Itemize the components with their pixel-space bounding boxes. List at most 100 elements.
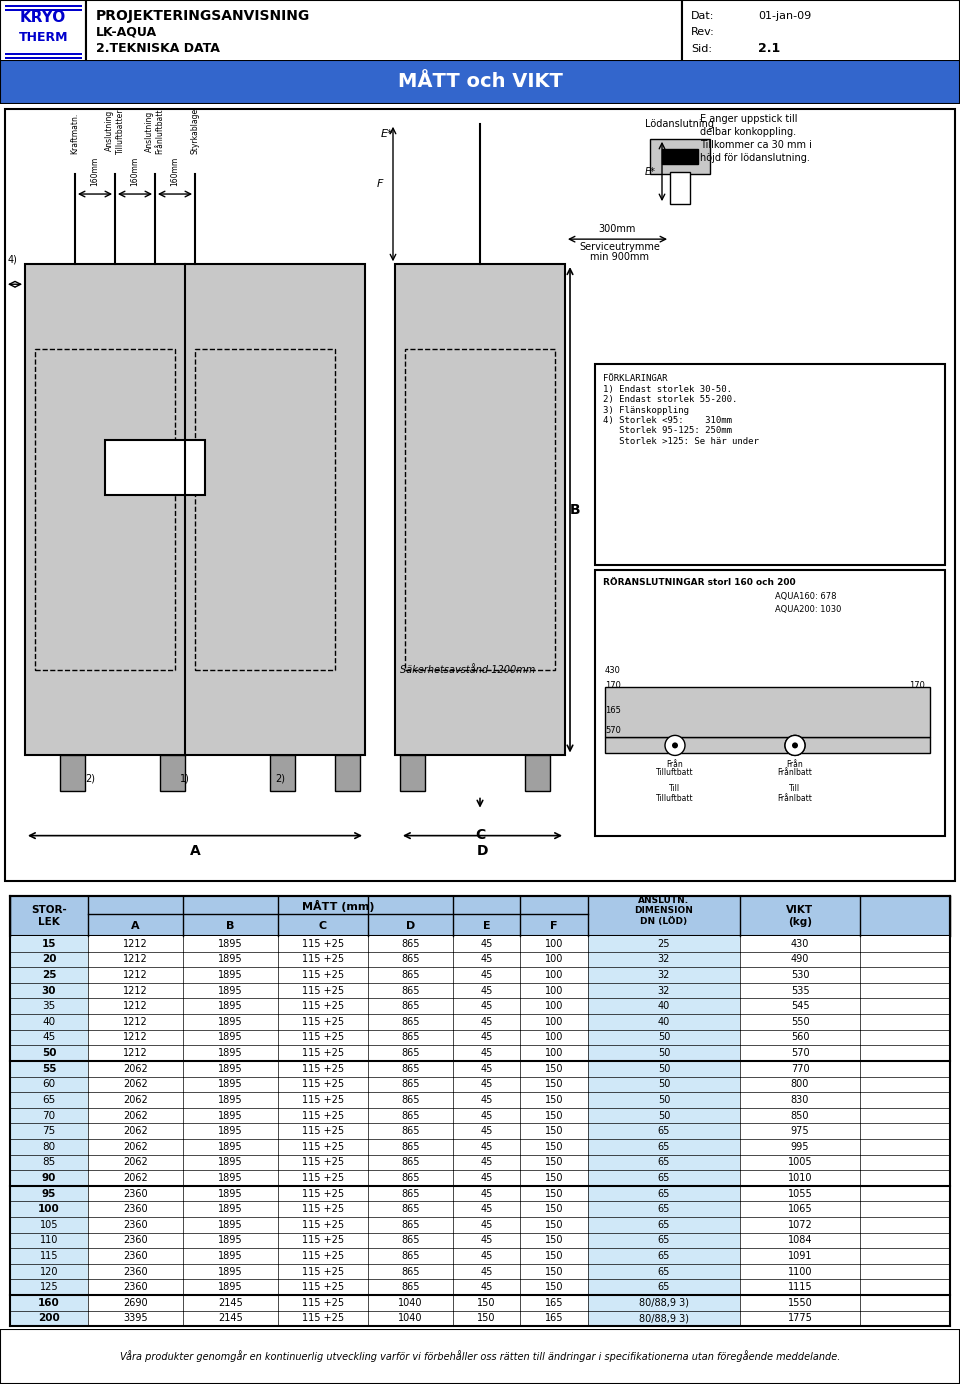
Text: 75: 75 [42, 1127, 56, 1136]
Text: B: B [227, 920, 234, 931]
Text: Anslutning
Frånluftbatt: Anslutning Frånluftbatt [145, 108, 165, 154]
Bar [10, 1295, 950, 1311]
Text: 165: 165 [605, 706, 621, 716]
Text: 865: 865 [401, 1080, 420, 1089]
Text: 65: 65 [658, 1189, 670, 1199]
Text: VIKT
(kg): VIKT (kg) [786, 905, 813, 927]
Bar [10, 1107, 950, 1124]
Bar [10, 1217, 88, 1233]
Text: 45: 45 [480, 1251, 492, 1261]
Text: 115 +25: 115 +25 [302, 1110, 344, 1121]
Text: 1212: 1212 [123, 1048, 148, 1059]
Text: 1895: 1895 [218, 1127, 243, 1136]
Text: 150: 150 [544, 1236, 564, 1246]
Bar [400, 756, 425, 790]
Text: 865: 865 [401, 938, 420, 949]
Bar [10, 1279, 88, 1295]
Text: 45: 45 [480, 1080, 492, 1089]
Bar [5, 53, 82, 55]
Bar [10, 1154, 88, 1169]
Text: C: C [319, 920, 327, 931]
Text: F: F [550, 920, 558, 931]
Text: 40: 40 [658, 1017, 670, 1027]
Text: 45: 45 [480, 1219, 492, 1230]
Bar [10, 1233, 950, 1248]
Text: Tilluftbatt: Tilluftbatt [657, 793, 694, 803]
Text: 45: 45 [480, 1001, 492, 1012]
Bar [10, 1186, 88, 1201]
Text: 115 +25: 115 +25 [302, 1298, 344, 1308]
Text: 2): 2) [275, 774, 285, 783]
Bar [10, 1311, 88, 1326]
Bar [10, 895, 950, 936]
Text: 115 +25: 115 +25 [302, 1032, 344, 1042]
Text: 90: 90 [42, 1172, 57, 1183]
Text: 32: 32 [658, 955, 670, 965]
Text: 865: 865 [401, 1127, 420, 1136]
Bar [588, 1233, 740, 1248]
Bar [525, 756, 550, 790]
Text: 1895: 1895 [218, 1204, 243, 1214]
Text: höjd för lödanslutning.: höjd för lödanslutning. [700, 152, 810, 163]
Bar [588, 1154, 740, 1169]
Bar [588, 936, 740, 952]
Bar [10, 1124, 88, 1139]
Bar [650, 138, 710, 174]
Bar [195, 349, 335, 670]
Text: 865: 865 [401, 970, 420, 980]
Bar [10, 1186, 950, 1201]
Text: 2): 2) [85, 774, 95, 783]
Text: 1040: 1040 [398, 1298, 422, 1308]
Bar [10, 936, 950, 952]
Text: 4): 4) [8, 255, 18, 264]
Text: Från: Från [666, 760, 684, 770]
Text: 865: 865 [401, 985, 420, 995]
Text: 2062: 2062 [123, 1095, 148, 1104]
Text: Till: Till [789, 783, 801, 793]
Text: 865: 865 [401, 1032, 420, 1042]
Text: 165: 165 [544, 1313, 564, 1323]
Text: 1895: 1895 [218, 1064, 243, 1074]
Text: 70: 70 [42, 1110, 56, 1121]
Text: 45: 45 [480, 1110, 492, 1121]
Text: 110: 110 [39, 1236, 59, 1246]
Text: 2062: 2062 [123, 1172, 148, 1183]
Bar [5, 8, 82, 11]
Bar [588, 983, 740, 998]
Text: 1091: 1091 [788, 1251, 812, 1261]
Text: 570: 570 [791, 1048, 809, 1059]
Text: 550: 550 [791, 1017, 809, 1027]
Bar [588, 952, 740, 967]
Text: Till: Till [669, 783, 681, 793]
Text: E: E [483, 920, 491, 931]
Bar [588, 1124, 740, 1139]
Text: 45: 45 [480, 970, 492, 980]
Bar [10, 1311, 950, 1326]
Text: 45: 45 [480, 1172, 492, 1183]
Text: 65: 65 [658, 1282, 670, 1293]
Text: 32: 32 [658, 970, 670, 980]
Text: 95: 95 [42, 1189, 57, 1199]
Text: 535: 535 [791, 985, 809, 995]
Text: 32: 32 [658, 985, 670, 995]
Text: 60: 60 [42, 1080, 56, 1089]
Text: 2062: 2062 [123, 1127, 148, 1136]
Bar [10, 1201, 950, 1217]
Text: Dat:: Dat: [691, 11, 714, 21]
Text: Kraftmatn.: Kraftmatn. [70, 112, 80, 154]
Text: 545: 545 [791, 1001, 809, 1012]
Text: 850: 850 [791, 1110, 809, 1121]
Bar [105, 440, 205, 495]
Text: 150: 150 [544, 1172, 564, 1183]
Bar [10, 1107, 88, 1124]
Text: 65: 65 [658, 1157, 670, 1167]
Text: 15: 15 [41, 938, 57, 949]
Text: 45: 45 [480, 1095, 492, 1104]
Circle shape [672, 742, 678, 749]
Text: 65: 65 [658, 1172, 670, 1183]
Text: E*: E* [645, 167, 656, 177]
Text: 100: 100 [545, 938, 564, 949]
Bar [10, 1295, 88, 1311]
Text: 150: 150 [544, 1204, 564, 1214]
Text: 1212: 1212 [123, 985, 148, 995]
